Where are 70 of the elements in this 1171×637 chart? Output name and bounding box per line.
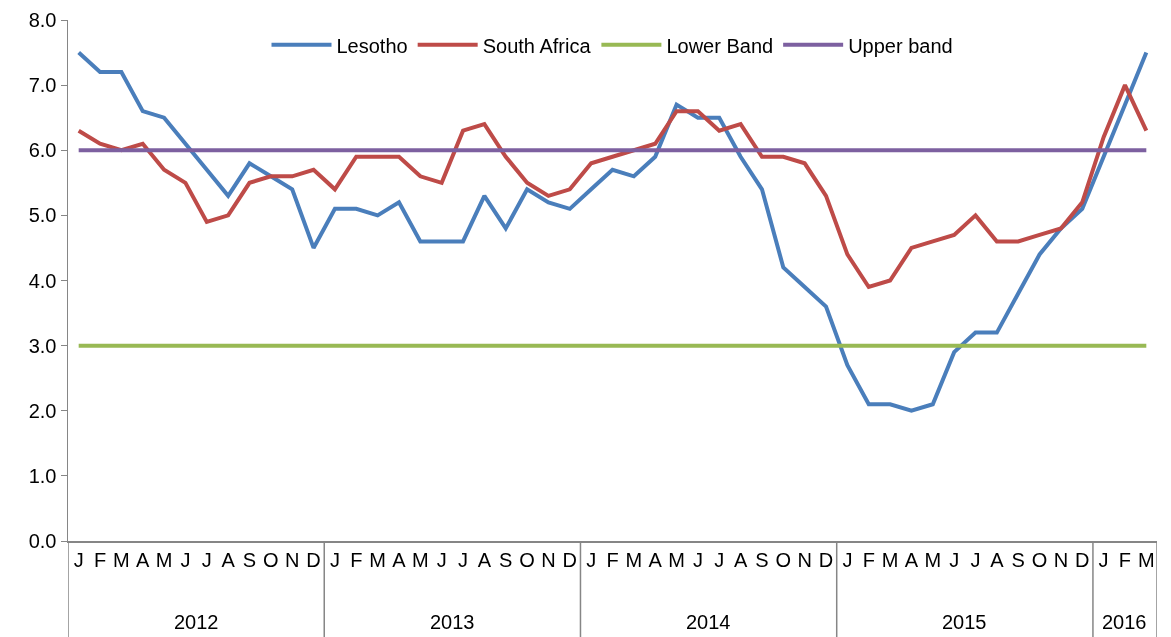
x-tick-label: M bbox=[625, 548, 643, 571]
x-tick-label: J bbox=[329, 548, 340, 571]
x-tick-label: N bbox=[797, 548, 812, 571]
x-tick-label: A bbox=[136, 548, 151, 571]
y-tick-label: 7.0 bbox=[28, 74, 57, 97]
x-tick-label: M bbox=[881, 548, 899, 571]
x-tick-label: S bbox=[1011, 548, 1025, 571]
x-tick-label: J bbox=[970, 548, 981, 571]
y-tick-label: 2.0 bbox=[28, 399, 57, 422]
x-tick-label: D bbox=[818, 548, 834, 571]
text: 2015 bbox=[942, 611, 987, 633]
legend-label: Lesotho bbox=[336, 34, 408, 57]
x-tick-label: F bbox=[606, 548, 619, 571]
x-tick-label: O bbox=[519, 548, 535, 571]
y-tick-label: 1.0 bbox=[28, 464, 57, 487]
x-tick-label: M bbox=[411, 548, 429, 571]
x-tick-label: J bbox=[842, 548, 853, 571]
x-tick-label: D bbox=[562, 548, 578, 571]
x-tick-label: O bbox=[263, 548, 279, 571]
x-tick-label: J bbox=[586, 548, 597, 571]
y-tick-label: 5.0 bbox=[28, 204, 57, 227]
x-tick-label: M bbox=[1137, 548, 1155, 571]
x-tick-label: A bbox=[221, 548, 236, 571]
x-tick-label: M bbox=[924, 548, 942, 571]
y-tick-label: 0.0 bbox=[28, 530, 57, 552]
y-tick-label: 3.0 bbox=[28, 334, 57, 357]
x-tick-label: J bbox=[692, 548, 703, 571]
legend-label: Lower Band bbox=[666, 34, 774, 57]
x-tick-label: A bbox=[990, 548, 1005, 571]
text: 2012 bbox=[174, 611, 219, 633]
x-tick-label: A bbox=[648, 548, 663, 571]
x-tick-label: N bbox=[284, 548, 300, 571]
text: 2014 bbox=[686, 611, 731, 633]
text: 2016 bbox=[1102, 611, 1147, 633]
line-series bbox=[76, 83, 1149, 290]
x-tick-label: M bbox=[113, 548, 130, 571]
y-tick-label: 8.0 bbox=[28, 9, 57, 31]
x-tick-label: M bbox=[155, 548, 173, 571]
x-tick-label: A bbox=[733, 548, 748, 571]
x-tick-label: A bbox=[904, 548, 919, 571]
x-tick-label: F bbox=[862, 548, 875, 571]
x-tick-label: N bbox=[1053, 548, 1069, 571]
legend-label: Upper band bbox=[848, 34, 953, 57]
x-tick-label: F bbox=[350, 548, 363, 571]
x-tick-label: A bbox=[477, 548, 492, 571]
x-tick-label: F bbox=[1118, 548, 1132, 571]
x-tick-label: J bbox=[436, 548, 447, 571]
y-tick-label: 6.0 bbox=[28, 139, 57, 162]
x-tick-label: J bbox=[73, 548, 84, 571]
x-tick-label: A bbox=[392, 548, 407, 571]
x-tick-label: D bbox=[306, 548, 321, 571]
y-tick-label: 4.0 bbox=[28, 269, 57, 292]
x-tick-label: J bbox=[201, 548, 212, 571]
x-tick-label: M bbox=[369, 548, 386, 571]
x-tick-label: J bbox=[180, 548, 191, 571]
text: 2013 bbox=[430, 611, 475, 633]
x-tick-label: J bbox=[714, 548, 725, 571]
x-tick-label: O bbox=[1031, 548, 1048, 571]
x-tick-label: J bbox=[458, 548, 469, 571]
x-tick-label: J bbox=[949, 548, 960, 571]
x-tick-label: N bbox=[541, 548, 556, 571]
x-tick-label: D bbox=[1075, 548, 1090, 571]
x-tick-label: S bbox=[755, 548, 769, 571]
x-tick-label: M bbox=[668, 548, 685, 571]
x-tick-label: O bbox=[775, 548, 792, 571]
x-tick-label: S bbox=[242, 548, 257, 571]
x-tick-label: J bbox=[1098, 548, 1109, 571]
x-tick-label: S bbox=[499, 548, 513, 571]
x-tick-label: F bbox=[93, 548, 107, 571]
legend-label: South Africa bbox=[482, 34, 592, 57]
